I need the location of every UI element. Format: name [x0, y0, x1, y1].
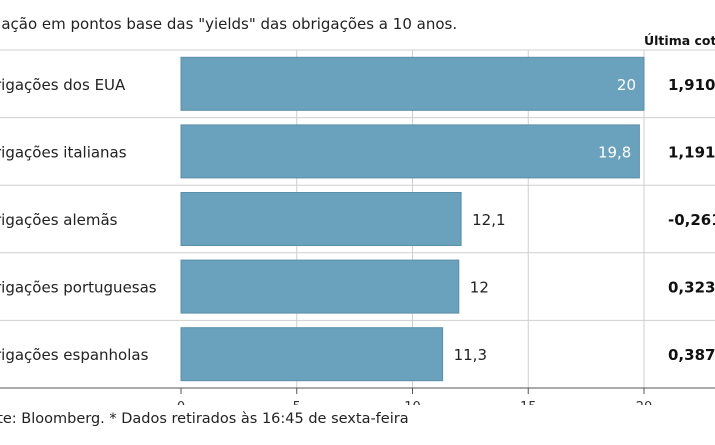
x-tick-label: 10: [404, 400, 421, 405]
bars: [180, 56, 645, 382]
last-quote-value: 1,9103: [668, 76, 715, 94]
last-quote-value: 0,323: [668, 279, 715, 297]
category-label: rigações italianas: [0, 143, 127, 161]
category-labels: rigações dos EUA rigações italianas rigaçõ…: [0, 76, 157, 364]
bar: [180, 124, 640, 179]
value-label: 20: [617, 76, 636, 94]
category-label: rigações espanholas: [0, 346, 149, 364]
x-tick-label: 15: [520, 400, 537, 405]
bar: [180, 192, 462, 246]
category-label: rigações alemãs: [0, 211, 118, 229]
last-quote-values: 1,9103 1,191 -0,261 0,323 0,387: [668, 76, 715, 364]
chart-subtitle: riação em pontos base das "yields" das o…: [0, 15, 458, 33]
x-axis-ticks: 0 5 10 15 20: [177, 388, 652, 405]
value-label: 12,1: [472, 211, 505, 229]
source-note: nte: Bloomberg. * Dados retirados às 16:…: [0, 411, 409, 427]
value-label: 19,8: [598, 143, 631, 161]
bar: [180, 259, 460, 314]
value-labels: 20 19,8 12,1 12 11,3: [454, 76, 636, 364]
last-quote-value: 0,387: [668, 346, 715, 364]
category-label: rigações portuguesas: [0, 279, 157, 297]
x-tick-label: 20: [636, 400, 653, 405]
x-tick-label: 5: [293, 400, 301, 405]
row-dividers: [0, 49, 715, 321]
last-quote-header: Última cotação: [644, 33, 715, 48]
category-label: rigações dos EUA: [0, 76, 126, 94]
value-label: 12: [470, 279, 489, 297]
last-quote-value: 1,191: [668, 143, 715, 161]
x-tick-label: 0: [177, 400, 185, 405]
bar: [180, 56, 645, 111]
bar: [180, 327, 444, 382]
last-quote-value: -0,261: [668, 211, 715, 229]
value-label: 11,3: [454, 346, 487, 364]
